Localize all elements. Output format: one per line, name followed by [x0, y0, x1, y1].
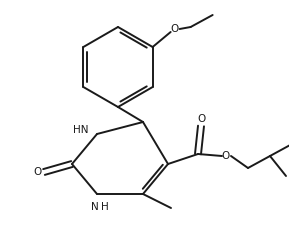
Text: H: H — [101, 202, 109, 212]
Text: HN: HN — [73, 125, 89, 135]
Text: O: O — [171, 24, 179, 34]
Text: N: N — [91, 202, 99, 212]
Text: O: O — [197, 114, 205, 124]
Text: O: O — [222, 151, 230, 161]
Text: O: O — [33, 167, 41, 177]
